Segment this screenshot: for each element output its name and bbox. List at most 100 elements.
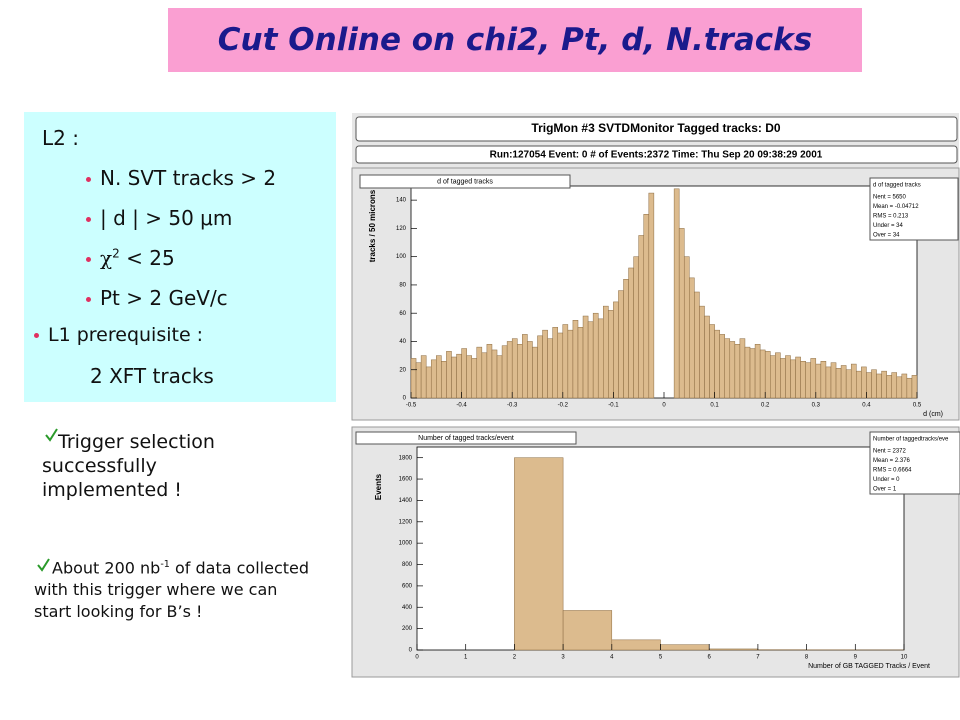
histogram-bar — [517, 344, 523, 399]
histogram-bar — [759, 349, 766, 399]
histogram-bar — [734, 344, 741, 399]
histogram-bar — [764, 351, 771, 399]
histogram-bar — [689, 277, 695, 399]
slide-title: Cut Online on chi2, Pt, d, N.tracks — [168, 8, 862, 72]
l2-item-text: N. SVT tracks > 2 — [100, 166, 277, 190]
histogram-bar — [815, 363, 822, 399]
histogram-bar — [623, 279, 629, 399]
histogram-bar — [643, 214, 650, 399]
histogram-bar — [911, 375, 918, 399]
histogram-bar — [638, 235, 645, 399]
histogram-bar — [633, 256, 639, 399]
histogram-bar — [683, 256, 690, 399]
histogram-bar — [906, 377, 913, 399]
x-tick-label: 0 — [415, 655, 419, 661]
histogram-bar — [501, 345, 508, 399]
x-tick-label: 9 — [854, 655, 858, 661]
histogram-bar — [810, 358, 817, 399]
stats-box — [869, 431, 960, 495]
histogram-bar — [714, 329, 720, 399]
title-box — [359, 174, 571, 189]
histogram-bar — [451, 356, 457, 399]
x-tick-label: -0.1 — [608, 403, 619, 409]
l2-item: N. SVT tracks > 2 — [86, 166, 276, 190]
histogram-bar — [840, 365, 847, 399]
stats-line: Over = 34 — [873, 233, 900, 239]
l1-heading: L1 prerequisite : — [34, 324, 203, 346]
histogram-bar — [805, 362, 811, 399]
histogram-bar — [506, 341, 513, 399]
histogram-bar — [436, 355, 442, 399]
stats-title: d of tagged tracks — [873, 183, 921, 189]
plot-area — [416, 446, 905, 651]
x-tick-label: 7 — [756, 655, 760, 661]
histogram-bar — [886, 375, 892, 399]
histogram-bar — [537, 335, 543, 399]
title-box — [355, 431, 577, 445]
x-tick-label: 2 — [513, 655, 517, 661]
histogram-bar — [754, 344, 761, 399]
histogram-bar — [719, 334, 725, 399]
histogram-bar — [582, 315, 589, 399]
check-mark — [37, 558, 50, 572]
note-data-start: About 200 nb — [52, 558, 161, 578]
histogram-bar — [876, 373, 882, 399]
monitor-header: TrigMon #3 SVTDMonitor Tagged tracks: D0 — [531, 121, 780, 135]
note-data: About 200 nb-1 of data collected with th… — [34, 554, 309, 623]
y-tick-label: 1400 — [399, 498, 413, 504]
stats-line: Over = 1 — [873, 487, 897, 493]
histogram-bar — [861, 366, 867, 399]
histogram-title: d of tagged tracks — [437, 178, 493, 185]
histogram-bar — [744, 346, 751, 399]
x-tick-label: 0.3 — [812, 403, 821, 409]
header-box — [355, 116, 958, 142]
histogram-bar — [430, 359, 437, 399]
stats-box — [869, 177, 959, 241]
histogram-bar — [856, 370, 862, 399]
x-tick-label: 1 — [464, 655, 468, 661]
histogram-bar — [780, 358, 786, 399]
histogram-bar — [835, 368, 842, 399]
y-axis-label: Events — [374, 473, 383, 500]
y-tick-label: 0 — [403, 396, 407, 402]
histogram-bar — [709, 324, 715, 399]
l2-item-text: Pt > 2 GeV/c — [100, 286, 228, 310]
histogram-bar — [618, 290, 624, 399]
y-tick-label: 600 — [402, 583, 413, 589]
histogram-bar — [708, 648, 759, 651]
x-tick-label: 0.1 — [710, 403, 719, 409]
y-tick-label: 1200 — [399, 519, 413, 525]
y-tick-label: 140 — [396, 198, 407, 204]
x-tick-label: 8 — [805, 655, 809, 661]
stats-line: Under = 34 — [873, 223, 904, 229]
histogram-bar — [800, 361, 806, 399]
histogram-bar — [491, 349, 498, 399]
stats-line: Nent = 2372 — [873, 449, 907, 455]
requirements-box: L2 : N. SVT tracks > 2 | d | > 50 μm χ2 … — [24, 112, 336, 402]
histogram-bar — [425, 366, 432, 399]
histogram-bar — [542, 329, 548, 399]
y-tick-label: 1600 — [399, 477, 413, 483]
y-axis-label: tracks / 50 microns — [368, 189, 377, 262]
histogram-bar — [527, 341, 533, 399]
y-tick-label: 80 — [399, 283, 406, 289]
histogram-bar — [608, 310, 614, 399]
y-tick-label: 100 — [396, 254, 407, 260]
y-tick-label: 20 — [399, 367, 406, 373]
histogram-bar — [562, 324, 569, 399]
histogram-bar — [790, 359, 796, 399]
stats-line: RMS = 0.213 — [873, 214, 909, 220]
x-tick-label: 0.5 — [913, 403, 922, 409]
run-info: Run:127054 Event: 0 # of Events:2372 Tim… — [490, 150, 823, 161]
stats-line: Mean = -0.04712 — [873, 204, 919, 210]
histogram-bar — [825, 366, 832, 399]
histogram-bar — [597, 318, 604, 399]
histogram-bar — [552, 327, 558, 399]
x-tick-label: 0 — [662, 403, 666, 409]
histogram-bar — [871, 369, 877, 399]
histogram-bar — [896, 376, 903, 399]
histogram-bar — [511, 338, 518, 399]
x-tick-label: 6 — [708, 655, 712, 661]
